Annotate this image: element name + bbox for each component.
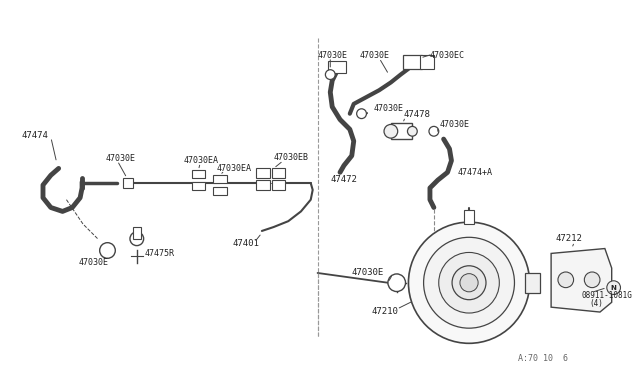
Bar — [191, 182, 205, 190]
Circle shape — [460, 274, 478, 292]
Text: 47210: 47210 — [371, 307, 398, 316]
Bar — [213, 187, 227, 195]
Text: 47030EC: 47030EC — [430, 51, 465, 60]
Circle shape — [424, 237, 515, 328]
Bar — [133, 227, 141, 239]
Polygon shape — [551, 248, 612, 312]
Text: 47472: 47472 — [330, 175, 357, 184]
Bar — [391, 124, 412, 139]
Bar — [464, 211, 474, 224]
Text: 47030EA: 47030EA — [184, 156, 219, 165]
Text: 47030E: 47030E — [106, 154, 136, 163]
Circle shape — [429, 126, 439, 136]
Bar — [123, 178, 133, 188]
Bar — [191, 170, 205, 178]
Circle shape — [558, 272, 573, 288]
Text: 47030E: 47030E — [317, 51, 348, 60]
Text: 08911-1081G: 08911-1081G — [581, 291, 632, 299]
Text: 47478: 47478 — [404, 110, 431, 119]
Text: 47474+A: 47474+A — [458, 169, 492, 177]
Text: 47030E: 47030E — [78, 258, 108, 267]
Bar — [525, 273, 540, 292]
Bar — [271, 169, 285, 178]
Text: 47401: 47401 — [232, 239, 259, 248]
Text: (4): (4) — [589, 299, 603, 308]
Circle shape — [452, 266, 486, 300]
Bar — [420, 55, 434, 69]
Circle shape — [356, 109, 367, 119]
Circle shape — [584, 272, 600, 288]
Text: 47474: 47474 — [22, 131, 49, 140]
Bar — [328, 61, 346, 73]
Text: 47030E: 47030E — [373, 104, 403, 113]
Text: 47475R: 47475R — [145, 248, 175, 257]
Text: 47212: 47212 — [555, 234, 582, 243]
Text: 47030EA: 47030EA — [217, 164, 252, 173]
Text: 47030EB: 47030EB — [274, 153, 308, 162]
Text: 47030E: 47030E — [440, 119, 470, 129]
Circle shape — [607, 281, 621, 295]
Bar — [403, 55, 422, 69]
Text: 47030E: 47030E — [360, 51, 390, 60]
Circle shape — [325, 70, 335, 80]
Text: A:70 10  6: A:70 10 6 — [518, 354, 568, 363]
Circle shape — [408, 222, 530, 343]
Circle shape — [100, 243, 115, 258]
Bar — [256, 180, 269, 190]
Circle shape — [388, 274, 406, 292]
Circle shape — [439, 253, 499, 313]
Bar — [271, 180, 285, 190]
Circle shape — [384, 125, 397, 138]
Bar — [213, 175, 227, 183]
Circle shape — [408, 126, 417, 136]
Circle shape — [130, 232, 143, 246]
Bar — [256, 169, 269, 178]
Text: N: N — [611, 285, 616, 291]
Text: 47030E: 47030E — [352, 268, 384, 277]
